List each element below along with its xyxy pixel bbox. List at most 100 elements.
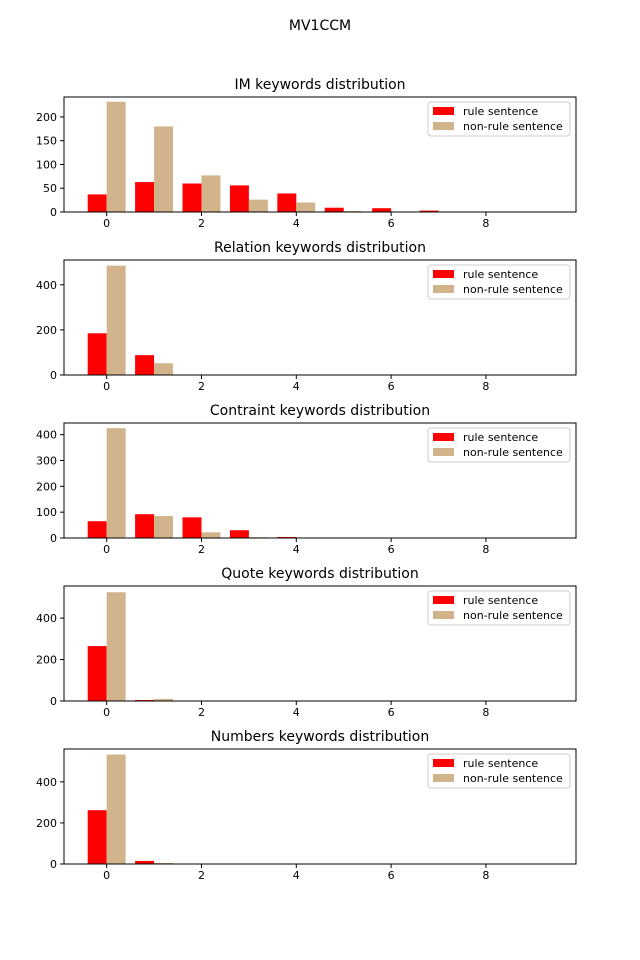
y-tick-label: 200 [36,817,57,830]
y-tick-label: 150 [36,135,57,148]
bar-non-rule-sentence [154,363,174,375]
legend-label: non-rule sentence [463,772,563,785]
x-tick-label: 6 [388,869,395,882]
axes-frame [63,585,577,702]
bar-rule-sentence [229,530,249,538]
bar-non-rule-sentence [296,202,316,212]
bar-rule-sentence [277,536,297,538]
axes-frame [63,96,577,213]
x-tick-label: 6 [388,217,395,230]
legend-box [427,264,571,300]
bar-rule-sentence [87,194,107,212]
x-tick-label: 6 [388,706,395,719]
x-tick-label: 6 [388,543,395,556]
bar-rule-sentence [372,208,392,212]
bar-rule-sentence [419,210,439,212]
legend-label: non-rule sentence [463,446,563,459]
bar-non-rule-sentence [201,532,221,538]
bar-non-rule-sentence [154,862,174,864]
bar-non-rule-sentence [154,698,174,701]
x-tick-label: 4 [293,380,300,393]
bar-rule-sentence [324,207,344,212]
x-tick-label: 0 [103,380,110,393]
legend: rule sentence non-rule sentence [427,101,571,137]
bar-rule-sentence [87,810,107,864]
bar-rule-sentence [277,193,297,212]
bar-rule-sentence [87,333,107,375]
legend-swatch [433,285,454,293]
bar-rule-sentence [135,514,155,538]
bar-rule-sentence [87,521,107,538]
y-tick-label: 50 [43,182,57,195]
x-tick-label: 4 [293,869,300,882]
bar-rule-sentence [135,699,155,701]
legend-box [427,427,571,463]
bar-non-rule-sentence [106,754,126,864]
legend: rule sentence non-rule sentence [427,264,571,300]
legend-label: rule sentence [463,594,538,607]
x-tick-label: 0 [103,869,110,882]
y-tick-label: 0 [50,695,57,708]
legend-swatch [433,107,454,115]
bar-non-rule-sentence [154,126,174,212]
y-tick-label: 0 [50,532,57,545]
chart-title: Numbers keywords distribution [211,729,429,745]
x-tick-label: 0 [103,706,110,719]
x-tick-label: 2 [198,543,205,556]
bar-non-rule-sentence [106,428,126,538]
bar-non-rule-sentence [154,516,174,538]
y-tick-label: 100 [36,506,57,519]
x-tick-label: 6 [388,380,395,393]
chart-panel: Quote keywords distribution 0 2 4 6 8 0 200 400 r… [36,566,577,719]
x-tick-label: 2 [198,706,205,719]
y-tick-label: 100 [36,158,57,171]
y-tick-label: 300 [36,454,57,467]
x-tick-label: 0 [103,543,110,556]
legend-swatch [433,774,454,782]
legend-label: rule sentence [463,105,538,118]
y-tick-label: 0 [50,369,57,382]
chart-panel: IM keywords distribution 0 2 4 6 8 0 50 100 150 20… [36,77,577,230]
legend-label: non-rule sentence [463,283,563,296]
bar-non-rule-sentence [106,265,126,375]
bar-non-rule-sentence [201,175,221,212]
y-tick-label: 200 [36,111,57,124]
legend-swatch [433,759,454,767]
legend-box [427,753,571,789]
bar-rule-sentence [135,182,155,212]
x-tick-label: 4 [293,543,300,556]
legend-label: non-rule sentence [463,120,563,133]
chart-panel: Contraint keywords distribution 0 2 4 6 8 0 100… [36,403,577,556]
x-tick-label: 2 [198,380,205,393]
x-tick-label: 8 [482,543,489,556]
x-tick-label: 8 [482,706,489,719]
y-tick-label: 0 [50,858,57,871]
chart-title: Relation keywords distribution [214,240,426,256]
legend-swatch [433,122,454,130]
x-tick-label: 8 [482,380,489,393]
axes-frame [63,422,577,539]
bar-rule-sentence [87,646,107,701]
x-tick-label: 0 [103,217,110,230]
legend: rule sentence non-rule sentence [427,427,571,463]
legend-swatch [433,270,454,278]
chart-title: Quote keywords distribution [221,566,418,582]
chart-panel: Relation keywords distribution 0 2 4 6 8 0 200 4… [36,240,577,393]
legend-label: rule sentence [463,431,538,444]
bar-rule-sentence [135,355,155,375]
legend-swatch [433,596,454,604]
y-tick-label: 400 [36,776,57,789]
legend-box [427,101,571,137]
legend: rule sentence non-rule sentence [427,590,571,626]
legend-label: rule sentence [463,757,538,770]
legend-label: non-rule sentence [463,609,563,622]
chart-title: Contraint keywords distribution [210,403,430,419]
y-tick-label: 400 [36,612,57,625]
x-tick-label: 4 [293,217,300,230]
legend-label: rule sentence [463,268,538,281]
x-tick-label: 2 [198,217,205,230]
bar-rule-sentence [182,517,202,538]
x-tick-label: 8 [482,217,489,230]
